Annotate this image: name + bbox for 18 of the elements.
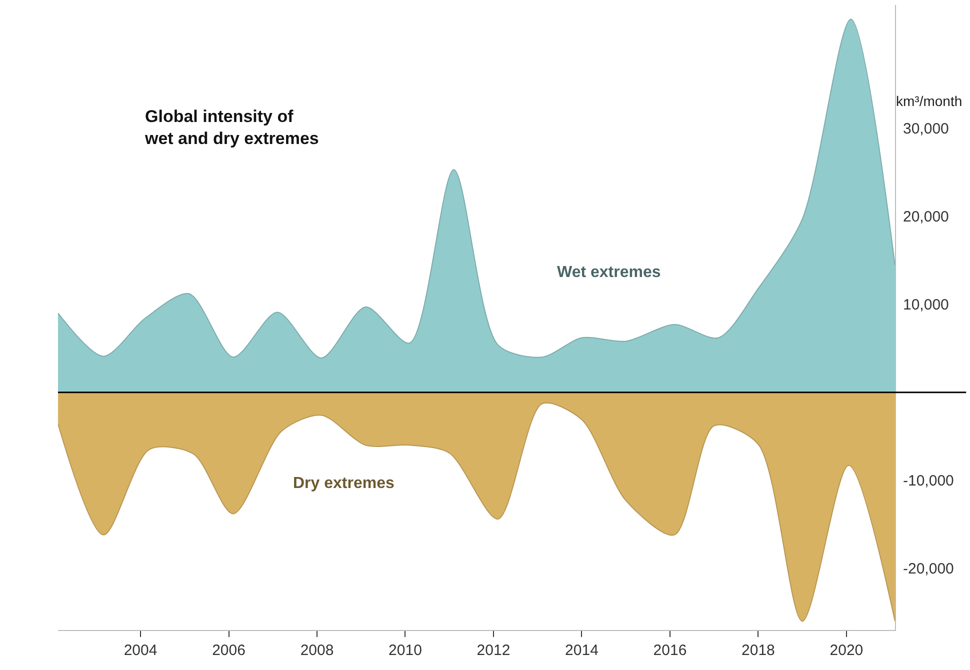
y-tick-label: -20,000 xyxy=(903,560,954,578)
x-tick-label: 2020 xyxy=(830,642,864,659)
series-label: Dry extremes xyxy=(293,475,394,492)
x-tick-label: 2010 xyxy=(388,642,422,659)
y-axis-title: km³/month xyxy=(896,93,962,109)
y-tick-label: -10,000 xyxy=(903,472,954,490)
x-tick-label: 2016 xyxy=(653,642,687,659)
y-tick-label: 10,000 xyxy=(903,296,949,314)
x-tick-label: 2004 xyxy=(124,642,158,659)
text: Wet extremes xyxy=(557,264,661,281)
x-tick-label: 2008 xyxy=(300,642,334,659)
x-tick-label: 2014 xyxy=(565,642,598,659)
x-tick-label: 2006 xyxy=(212,642,246,659)
y-tick-label: 30,000 xyxy=(903,120,949,138)
y-tick-label: 20,000 xyxy=(903,208,949,226)
x-tick-label: 2018 xyxy=(742,642,775,659)
text: Global intensity of wet and dry extremes xyxy=(144,107,319,148)
x-tick-label: 2012 xyxy=(476,642,510,659)
